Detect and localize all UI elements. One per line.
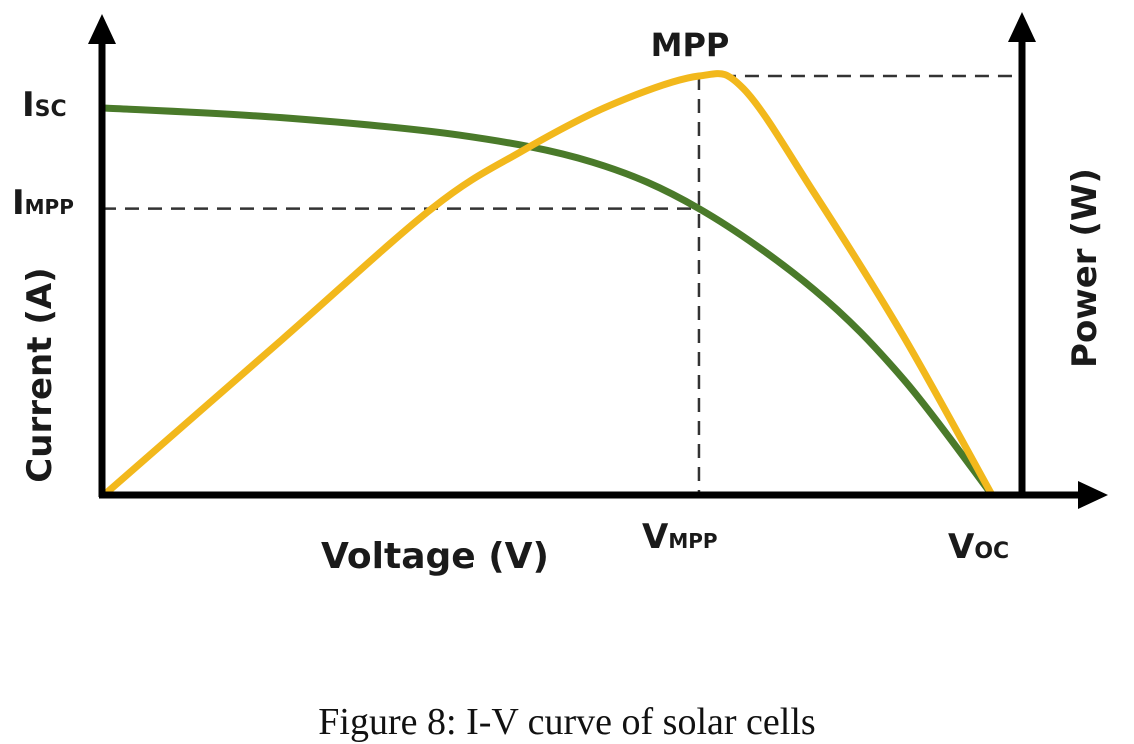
power-curve (100, 70, 996, 499)
voc-label: VOC (948, 527, 1009, 567)
curves (100, 70, 996, 499)
impp-label: IMPP (12, 183, 74, 223)
figure-caption: Figure 8: I-V curve of solar cells (318, 701, 816, 743)
current-curve (100, 104, 996, 499)
axes (88, 12, 1108, 509)
voltage-axis-arrow (1078, 481, 1108, 509)
mpp-label: MPP (651, 26, 730, 64)
iv-chart: MPP ISC IMPP VMPP VOC Voltage (V) Curren… (12, 12, 1108, 577)
y-axis-left-label: Current (A) (20, 267, 60, 482)
power-axis-arrow (1008, 12, 1036, 42)
x-axis-label: Voltage (V) (321, 536, 549, 577)
guide-lines (102, 74, 1022, 495)
current-axis-arrow (88, 14, 116, 44)
y-axis-right-label: Power (W) (1065, 168, 1105, 368)
vmpp-label: VMPP (642, 517, 718, 557)
isc-label: ISC (22, 85, 67, 125)
